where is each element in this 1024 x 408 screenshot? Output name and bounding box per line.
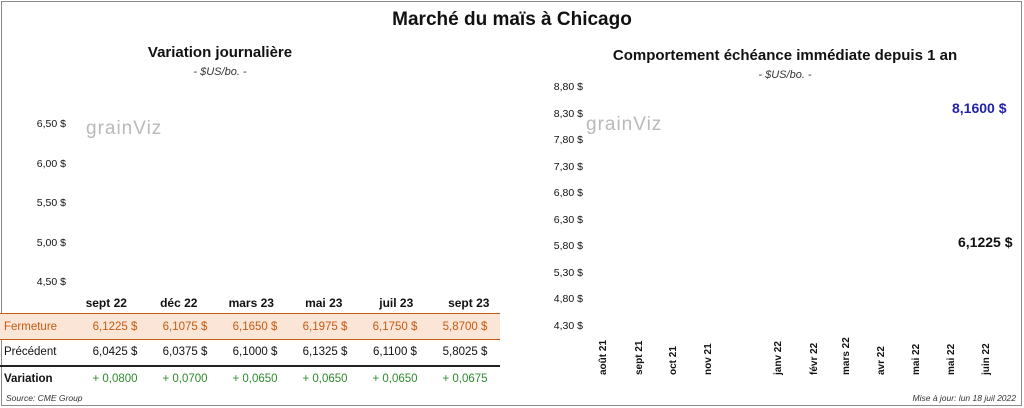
bar-y-tick: 6,50 $ (36, 118, 66, 130)
variation-value: + 0,0650 (290, 364, 360, 392)
daily-variation-unit: - $US/bo. - (193, 66, 247, 78)
front-month-title: Comportement échéance immédiate depuis 1… (612, 47, 958, 64)
bar-y-tick: 6,00 $ (36, 157, 66, 170)
close-value: 6,1075 $ (150, 313, 220, 340)
line-y-tick: 6,30 $ (553, 213, 583, 226)
line-y-tick: 4,80 $ (553, 293, 583, 306)
bar (151, 156, 206, 283)
line-y-tick: 5,30 $ (553, 266, 583, 279)
daily-variation-title: Variation journalière (147, 44, 293, 61)
line-x-tick: nov 21 (703, 343, 715, 375)
bar-x-tick: déc 22 (160, 296, 198, 310)
variation-value: + 0,0650 (220, 364, 290, 392)
grainviz-watermark-left: grainViz (86, 118, 163, 139)
variation-value: + 0,0650 (360, 364, 430, 392)
previous-value: 6,0425 $ (92, 346, 138, 359)
bar-x-tick: sept 22 (85, 296, 127, 310)
previous-value: 6,1000 $ (232, 346, 278, 359)
bar-y-tick: 5,00 $ (36, 236, 66, 249)
bar (224, 151, 279, 283)
quote-table: Fermeture 6,1225 $ 6,1075 $ 6,1650 $ 6,1… (0, 313, 500, 392)
close-row: Fermeture 6,1225 $ 6,1075 $ 6,1650 $ 6,1… (0, 313, 500, 340)
previous-value: 5,8025 $ (442, 346, 488, 359)
line-x-tick: mars 22 (840, 337, 852, 375)
variation-row: Variation + 0,0800 + 0,0700 + 0,0650 + 0… (0, 364, 500, 392)
line-x-tick: juin 22 (980, 343, 992, 375)
line-y-tick: 7,80 $ (553, 134, 583, 147)
line-x-tick: mai 22 (946, 343, 958, 375)
line-y-tick: 5,80 $ (553, 240, 583, 253)
line-y-tick: 8,30 $ (553, 107, 583, 120)
variation-value: + 0,0675 (430, 364, 500, 392)
source-note: Source: CME Group (6, 393, 83, 403)
line-x-tick: oct 21 (668, 346, 679, 375)
close-value: 6,1650 $ (220, 313, 290, 340)
close-value: 6,1975 $ (290, 313, 360, 340)
line-y-tick: 4,30 $ (553, 320, 583, 332)
previous-value: 6,0375 $ (162, 346, 208, 359)
previous-row: Précédent 6,0425 $ 6,0375 $ 6,1000 $ 6,1… (0, 340, 500, 366)
front-month-unit: - $US/bo. - (758, 69, 812, 81)
bar-x-tick: mars 23 (228, 296, 274, 310)
line-y-tick: 7,30 $ (553, 160, 583, 173)
close-value: 6,1225 $ (80, 313, 150, 340)
grainviz-watermark-right: grainViz (586, 114, 663, 135)
line-x-tick: avr 22 (876, 346, 888, 375)
bar-y-tick: 5,50 $ (36, 197, 66, 209)
variation-value: + 0,0700 (150, 364, 220, 392)
line-y-tick: 6,80 $ (553, 187, 583, 200)
bar-x-tick: mai 23 (305, 296, 343, 310)
line-x-tick: janv 22 (773, 341, 785, 375)
previous-row-label: Précédent (4, 346, 57, 359)
bar-y-tick: 4,50 $ (36, 276, 66, 288)
previous-value: 6,1100 $ (373, 346, 417, 359)
bar (79, 154, 134, 283)
line-x-tick: août 21 (598, 339, 610, 375)
line-x-tick: sept 21 (633, 340, 645, 375)
bar (296, 148, 351, 283)
last-value-label: 6,1225 $ (958, 234, 1013, 250)
close-value: 6,1750 $ (360, 313, 430, 340)
page-title: Marché du maïs à Chicago (392, 9, 632, 30)
bar (369, 150, 424, 283)
variation-row-label: Variation (0, 364, 80, 392)
bar (441, 174, 496, 283)
update-note: Mise à jour: lun 18 juil 2022 (912, 393, 1016, 403)
price-series-line (589, 121, 1008, 285)
line-x-tick: févr 22 (808, 342, 820, 375)
variation-value: + 0,0800 (80, 364, 150, 392)
previous-value: 6,1325 $ (302, 346, 348, 359)
line-x-tick: mai 22 (910, 343, 922, 375)
bar-x-tick: sept 23 (448, 296, 490, 310)
close-row-label: Fermeture (0, 313, 80, 340)
close-value: 5,8700 $ (430, 313, 500, 340)
bar-x-tick: juil 23 (379, 296, 414, 310)
high-value-label: 8,1600 $ (952, 100, 1007, 116)
line-y-tick: 8,80 $ (553, 81, 583, 93)
